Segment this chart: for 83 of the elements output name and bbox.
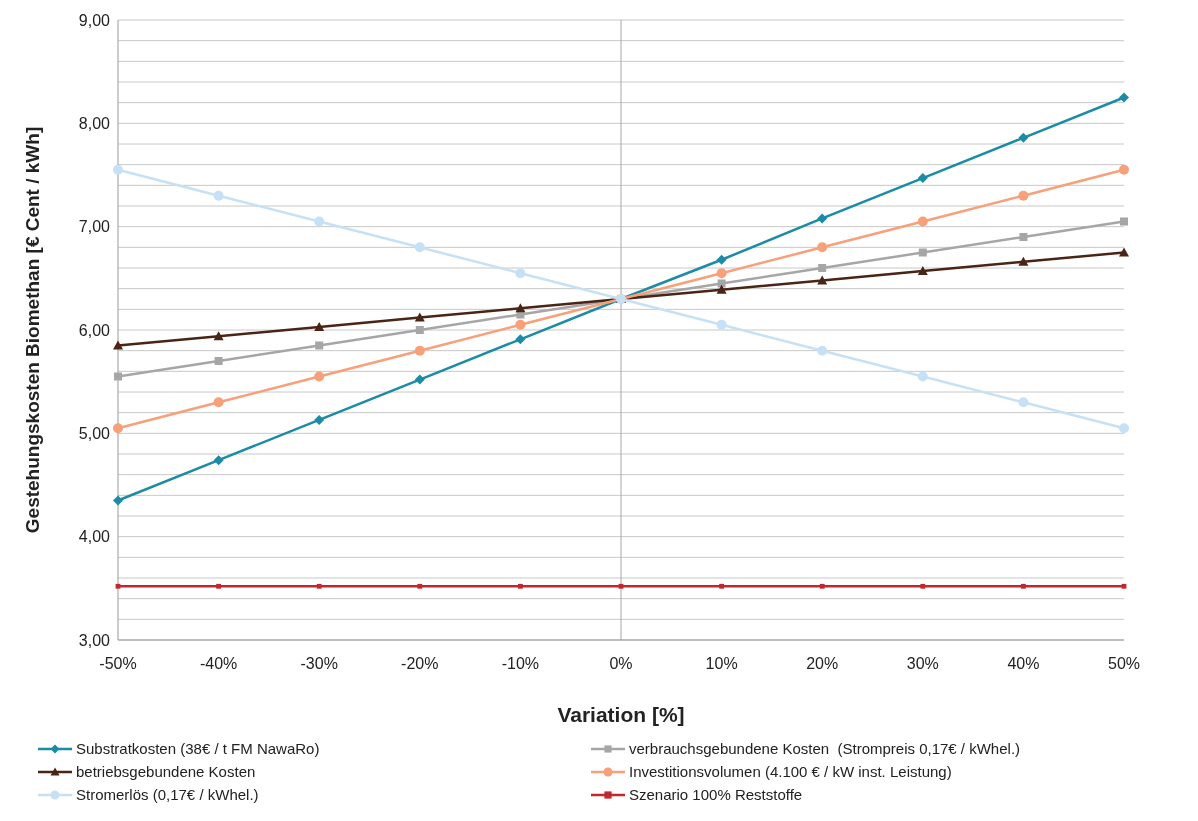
x-tick-label: 0% xyxy=(609,655,633,673)
point xyxy=(1120,217,1128,226)
legend-label: Szenario 100% Reststoffe xyxy=(629,786,803,803)
x-tick-label: 40% xyxy=(1007,655,1040,673)
y-tick-label: 5,00 xyxy=(78,425,111,443)
point xyxy=(314,371,325,382)
point xyxy=(716,268,727,279)
point xyxy=(515,319,526,330)
point xyxy=(1119,164,1129,175)
point xyxy=(1119,92,1129,103)
legend-label: Stromerlös (0,17€ / kWhel.) xyxy=(76,786,259,803)
x-axis-title: Variation [%] xyxy=(557,703,685,726)
point xyxy=(214,357,223,365)
point xyxy=(414,312,425,322)
legend-label: Substratkosten (38€ / t FM NawaRo) xyxy=(76,740,320,757)
x-tick-label: -10% xyxy=(501,655,540,673)
y-tick-label: 8,00 xyxy=(78,115,111,133)
point xyxy=(719,583,724,589)
point xyxy=(920,583,926,589)
point xyxy=(216,583,221,589)
point xyxy=(1018,397,1029,408)
point xyxy=(414,242,425,253)
point xyxy=(1018,256,1029,266)
point xyxy=(314,414,325,425)
point xyxy=(1018,132,1029,143)
y-tick-label: 6,00 xyxy=(78,321,111,339)
point xyxy=(817,345,828,356)
point xyxy=(316,583,322,589)
point xyxy=(314,216,325,227)
point xyxy=(518,583,523,589)
point xyxy=(817,242,828,253)
point xyxy=(917,216,928,227)
point xyxy=(1119,247,1129,257)
legend-label: verbrauchsgebundene Kosten (Strompreis 0,17€ / kWhel.) xyxy=(629,740,1021,757)
x-tick-label: 30% xyxy=(906,655,939,673)
x-tick-label: -30% xyxy=(300,655,338,673)
point xyxy=(414,374,425,385)
point xyxy=(818,264,827,272)
point xyxy=(716,284,727,294)
point xyxy=(515,268,526,279)
x-tick-label: 10% xyxy=(705,655,738,673)
point xyxy=(515,303,526,313)
y-tick-label: 3,00 xyxy=(78,631,111,649)
x-tick-label: 20% xyxy=(806,655,839,673)
point xyxy=(1119,423,1129,434)
point xyxy=(817,213,828,224)
x-tick-label: -40% xyxy=(199,655,238,673)
point xyxy=(414,345,425,356)
point xyxy=(515,334,526,345)
point xyxy=(1018,190,1029,201)
point xyxy=(213,397,224,408)
point xyxy=(917,371,928,382)
x-tick-label: 50% xyxy=(1107,655,1141,673)
point xyxy=(1021,583,1026,589)
point xyxy=(819,583,825,589)
y-axis-title: Gestehungskosten Biomethan [€ Cent / kWh] xyxy=(21,126,43,534)
x-tick-label: -20% xyxy=(401,655,439,673)
point xyxy=(717,279,726,288)
point xyxy=(817,275,828,285)
point xyxy=(114,372,122,381)
legend-label: betriebsgebundene Kosten xyxy=(76,763,256,780)
point xyxy=(213,331,224,341)
point xyxy=(1019,233,1028,241)
y-tick-label: 4,00 xyxy=(78,528,111,546)
point xyxy=(917,266,928,276)
point xyxy=(415,326,424,334)
point xyxy=(917,173,928,184)
point xyxy=(314,321,325,331)
point xyxy=(213,455,224,466)
point xyxy=(918,248,927,257)
point xyxy=(213,190,224,201)
point xyxy=(315,341,324,350)
point xyxy=(113,340,123,350)
legend-label: Investitionsvolumen (4.100 € / kW inst. Leistung) xyxy=(629,763,952,780)
point xyxy=(417,583,423,589)
point xyxy=(716,319,727,330)
point xyxy=(716,254,727,265)
x-tick-label: -50% xyxy=(99,655,137,673)
point xyxy=(113,164,123,175)
y-tick-label: 7,00 xyxy=(78,218,111,236)
y-tick-label: 9,00 xyxy=(78,11,111,29)
point xyxy=(113,423,123,434)
point xyxy=(113,495,123,506)
